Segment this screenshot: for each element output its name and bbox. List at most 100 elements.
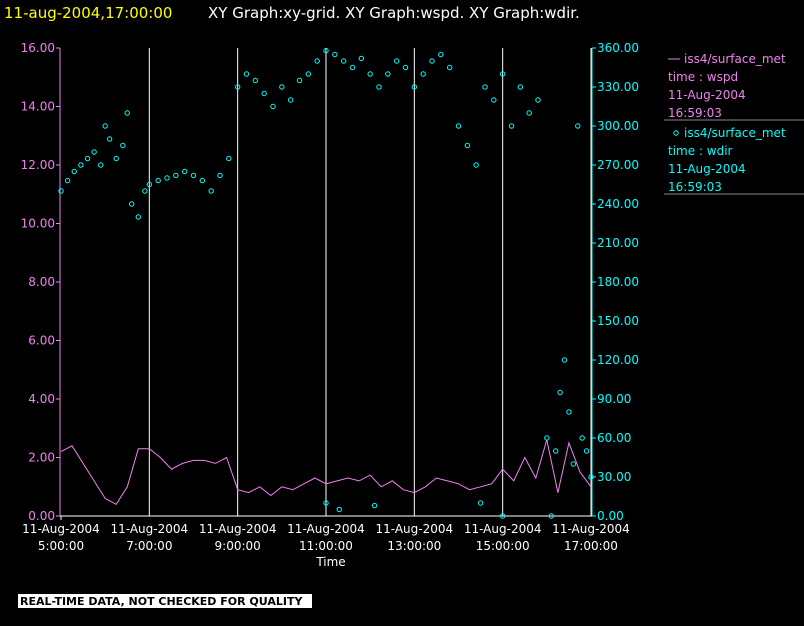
legend-text: time : wdir xyxy=(668,144,733,158)
data-point xyxy=(98,162,104,168)
data-point xyxy=(429,58,435,64)
data-point xyxy=(376,84,382,90)
series-line xyxy=(60,439,592,505)
data-point xyxy=(113,155,119,162)
data-point xyxy=(446,64,453,71)
data-point xyxy=(455,123,462,129)
data-point xyxy=(336,506,342,513)
legend-entry: iss4/surface_met xyxy=(684,52,786,66)
data-point xyxy=(217,172,223,179)
data-point xyxy=(579,435,585,441)
x-tick-label: 11-Aug-2004 xyxy=(464,522,542,536)
data-point xyxy=(208,188,214,194)
legend-text: 16:59:03 xyxy=(668,180,722,194)
data-point xyxy=(349,64,356,71)
legend-text: 11-Aug-2004 xyxy=(668,88,746,102)
y-tick-label: 14.00 xyxy=(21,100,55,114)
data-point xyxy=(252,77,259,84)
x-tick-label: 11-Aug-2004 xyxy=(22,522,100,536)
data-point xyxy=(78,162,84,168)
data-point xyxy=(323,47,329,54)
data-point xyxy=(102,123,108,129)
data-point xyxy=(135,214,141,220)
y2-tick-label: 120.00 xyxy=(597,353,639,367)
y-tick-label: 2.00 xyxy=(28,451,55,465)
y-tick-label: 0.00 xyxy=(28,509,55,523)
x-tick-label: 13:00:00 xyxy=(387,539,441,553)
data-point xyxy=(575,123,581,129)
y2-tick-label: 210.00 xyxy=(597,236,639,250)
y2-tick-label: 360.00 xyxy=(597,41,639,55)
data-point xyxy=(84,155,91,162)
data-point xyxy=(548,513,554,519)
data-point xyxy=(477,500,484,506)
y2-tick-label: 330.00 xyxy=(597,80,639,94)
data-point xyxy=(583,448,590,454)
data-point xyxy=(544,435,550,441)
x-tick-label: 11-Aug-2004 xyxy=(199,522,277,536)
data-point xyxy=(106,136,113,142)
x-tick-label: 7:00:00 xyxy=(126,539,172,553)
legend-text: time : wspd xyxy=(668,70,738,84)
data-point xyxy=(181,168,188,175)
data-point xyxy=(314,58,320,64)
data-point xyxy=(438,51,444,58)
data-point xyxy=(279,84,285,90)
data-point xyxy=(323,500,329,506)
x-tick-label: 15:00:00 xyxy=(476,539,530,553)
data-point xyxy=(371,502,378,509)
x-tick-label: 5:00:00 xyxy=(38,539,84,553)
data-point xyxy=(234,84,241,90)
title-time: 11-aug-2004,17:00:00 xyxy=(4,4,172,22)
y2-tick-label: 30.00 xyxy=(597,470,631,484)
data-point xyxy=(146,181,153,188)
legend-entry: iss4/surface_met xyxy=(684,126,786,140)
data-point xyxy=(552,448,559,454)
legend-swatch xyxy=(673,130,679,136)
data-point xyxy=(226,155,232,162)
data-point xyxy=(243,71,250,77)
x-tick-label: 11:00:00 xyxy=(299,539,353,553)
data-point xyxy=(155,177,161,184)
y-tick-label: 12.00 xyxy=(21,158,55,172)
footer-box xyxy=(18,594,312,608)
data-point xyxy=(588,474,594,480)
data-point xyxy=(402,64,409,71)
x-tick-label: 11-Aug-2004 xyxy=(376,522,454,536)
x-tick-label: 9:00:00 xyxy=(215,539,261,553)
data-point xyxy=(473,162,479,168)
data-point xyxy=(499,513,506,519)
data-point xyxy=(557,389,563,396)
data-point xyxy=(305,71,312,77)
data-point xyxy=(385,71,391,77)
x-tick-label: 11-Aug-2004 xyxy=(287,522,365,536)
data-point xyxy=(517,84,524,90)
y-tick-label: 16.00 xyxy=(21,41,55,55)
y2-tick-label: 300.00 xyxy=(597,119,639,133)
data-point xyxy=(570,461,577,467)
y2-tick-label: 0.00 xyxy=(597,509,624,523)
data-point xyxy=(561,357,568,363)
data-point xyxy=(120,142,126,149)
data-point xyxy=(340,58,347,64)
data-point xyxy=(287,97,294,103)
data-point xyxy=(367,71,373,77)
data-point xyxy=(124,110,130,116)
y2-tick-label: 150.00 xyxy=(597,314,639,328)
data-point xyxy=(499,71,506,77)
data-point xyxy=(199,177,206,184)
y-tick-label: 4.00 xyxy=(28,392,55,406)
y-tick-label: 6.00 xyxy=(28,334,55,348)
x-tick-label: 17:00:00 xyxy=(564,539,618,553)
data-point xyxy=(91,149,97,155)
chart-title: XY Graph:xy-grid. XY Graph:wspd. XY Grap… xyxy=(208,4,580,22)
y2-tick-label: 90.00 xyxy=(597,392,631,406)
y2-tick-label: 270.00 xyxy=(597,158,639,172)
footer: REAL-TIME DATA, NOT CHECKED FOR QUALITY xyxy=(20,595,303,608)
legend-text: 11-Aug-2004 xyxy=(668,162,746,176)
data-point xyxy=(164,175,170,181)
data-point xyxy=(270,103,276,110)
x-axis-label: Time xyxy=(315,555,345,569)
